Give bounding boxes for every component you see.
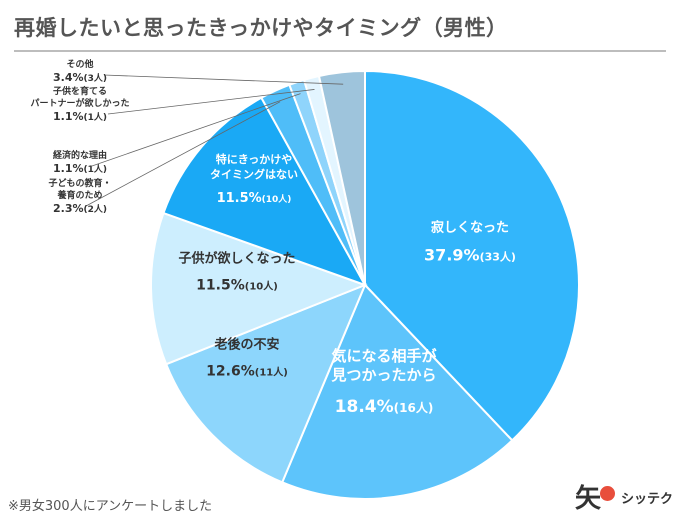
slice-name-text: 子供が欲しくなった	[178, 251, 295, 267]
pie-slice	[162, 96, 368, 287]
footnote: ※男女300人にアンケートしました	[8, 499, 213, 514]
pie-slice	[164, 283, 367, 484]
slice-label: 寂しくなった 37.9%(33人)	[424, 220, 516, 265]
callout-name-text: 養育のため	[56, 189, 102, 201]
slice-name-text: 気になる相手が	[331, 347, 437, 365]
slice-value-text: 18.4%(16人)	[335, 397, 434, 417]
pie-slice	[150, 211, 368, 366]
brand-logo: 矢 シッテク	[575, 478, 680, 514]
leader-line	[103, 74, 344, 85]
slice-name-text: 老後の不安	[213, 337, 279, 353]
slice-name-text: 見つかったから	[330, 366, 436, 384]
slice-label: 老後の不安 12.6%(11人)	[206, 337, 288, 380]
slice-value-text: 37.9%(33人)	[424, 246, 516, 265]
slice-value-text: 12.6%(11人)	[206, 364, 288, 380]
callout-name-text: その他	[66, 58, 93, 70]
callout-name-text: 経済的な理由	[53, 149, 107, 161]
slice-name-text: 特にきっかけや	[216, 152, 293, 166]
logo-brand-text: シッテク	[621, 492, 674, 507]
logo-mark: 矢	[575, 484, 602, 514]
pie-slice	[280, 283, 514, 500]
slice-name-text: タイミングはない	[210, 167, 298, 181]
callout-value-text: 3.4%(3人)	[53, 71, 107, 84]
callout-name-text: パートナーが欲しかった	[30, 97, 129, 109]
leader-line	[91, 93, 301, 167]
callout-name-text: 子供を育てる	[53, 85, 107, 97]
logo-dot-icon	[600, 486, 615, 501]
callout-value-text: 1.1%(1人)	[53, 110, 107, 123]
slice-label: 子供が欲しくなった 11.5%(10人)	[178, 251, 295, 294]
callout-value-text: 1.1%(1人)	[53, 162, 107, 175]
slice-value-text: 11.5%(10人)	[217, 191, 292, 206]
slice-value-text: 11.5%(10人)	[196, 278, 278, 294]
callout-value-text: 2.3%(2人)	[53, 202, 107, 215]
pie-slice	[364, 69, 580, 442]
pie-slice	[317, 69, 366, 286]
slice-name-text: 寂しくなった	[431, 220, 509, 236]
title-divider	[14, 50, 666, 52]
callout-name-text: 子どもの教育・	[48, 177, 111, 189]
leader-line	[85, 101, 281, 207]
leader-line	[107, 89, 315, 115]
chart-title: 再婚したいと思ったきっかけやタイミング（男性）	[14, 16, 508, 40]
